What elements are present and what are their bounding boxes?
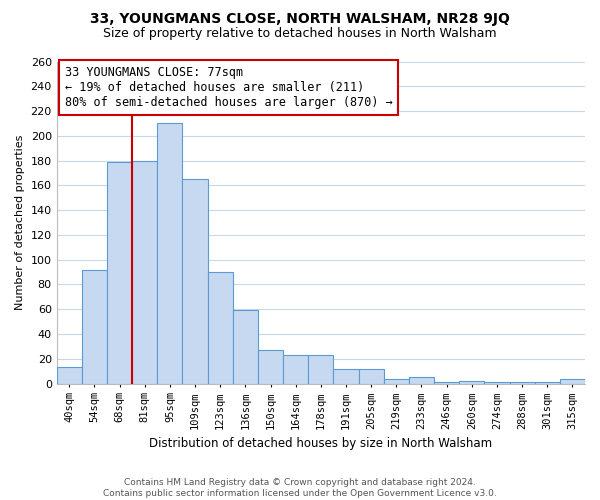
Y-axis label: Number of detached properties: Number of detached properties	[15, 135, 25, 310]
Bar	[409, 378, 434, 384]
Bar	[132, 160, 157, 384]
Bar	[384, 378, 409, 384]
Bar	[560, 378, 585, 384]
Bar	[208, 272, 233, 384]
Bar	[308, 355, 334, 384]
Bar	[258, 350, 283, 384]
Bar	[359, 368, 384, 384]
Bar	[82, 270, 107, 384]
Bar	[283, 355, 308, 384]
Bar	[334, 368, 359, 384]
X-axis label: Distribution of detached houses by size in North Walsham: Distribution of detached houses by size …	[149, 437, 493, 450]
Bar	[182, 179, 208, 384]
Bar	[484, 382, 509, 384]
Bar	[434, 382, 459, 384]
Bar	[107, 162, 132, 384]
Text: 33 YOUNGMANS CLOSE: 77sqm
← 19% of detached houses are smaller (211)
80% of semi: 33 YOUNGMANS CLOSE: 77sqm ← 19% of detac…	[65, 66, 392, 110]
Bar	[56, 368, 82, 384]
Text: Size of property relative to detached houses in North Walsham: Size of property relative to detached ho…	[103, 28, 497, 40]
Bar	[535, 382, 560, 384]
Bar	[509, 382, 535, 384]
Bar	[459, 381, 484, 384]
Text: Contains HM Land Registry data © Crown copyright and database right 2024.
Contai: Contains HM Land Registry data © Crown c…	[103, 478, 497, 498]
Text: 33, YOUNGMANS CLOSE, NORTH WALSHAM, NR28 9JQ: 33, YOUNGMANS CLOSE, NORTH WALSHAM, NR28…	[90, 12, 510, 26]
Bar	[233, 310, 258, 384]
Bar	[157, 124, 182, 384]
